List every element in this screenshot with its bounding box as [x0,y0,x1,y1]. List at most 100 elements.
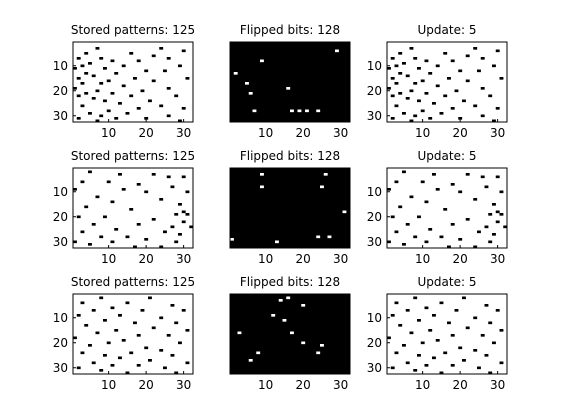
pixel-cell [432,102,436,105]
pixel-cell [80,82,85,85]
pixel-cell [95,47,100,50]
pixel-cell [114,72,119,75]
pixel-cell [136,364,141,367]
pixel-cell [447,321,451,325]
pixel-cell [136,59,141,63]
pixel-cell [301,304,306,307]
x-tick-label: 20 [138,252,153,266]
pixel-cell [99,82,104,85]
pixel-cell [402,243,406,246]
pixel-cell [73,87,77,90]
pixel-cell [166,87,171,90]
pixel-cell [110,200,115,204]
pixel-cell [394,230,399,234]
pixel-cell [118,173,122,176]
x-tick-label: 10 [415,378,430,392]
pixel-cell [181,210,186,214]
x-tick-label: 20 [295,378,310,392]
pixel-cell [465,54,470,58]
pixel-cell [159,316,164,320]
x-tick-label: 20 [452,252,467,266]
y-tick-label: 30 [367,361,382,375]
pixel-cell [402,112,406,115]
pixel-cell [118,356,122,360]
x-tick-label: 10 [101,252,116,266]
pixel-cell [73,336,77,340]
panel-background [230,168,350,248]
pixel-cell [301,341,306,345]
pixel-cell [271,314,276,317]
pixel-cell [473,245,478,249]
panel-title: Update: 5 [418,275,477,289]
pixel-cell [73,188,77,191]
pixel-cell [342,210,347,214]
pixel-cell [320,344,324,347]
pixel-cell [245,82,249,85]
y-tick-label: 10 [53,59,68,73]
panel-title: Flipped bits: 128 [240,23,340,37]
pixel-cell [417,319,421,322]
pixel-cell [181,175,186,179]
pixel-cell [458,346,463,350]
pixel-cell [484,354,489,357]
x-tick-label: 30 [176,252,191,266]
panel-background [73,42,193,122]
pixel-cell [99,296,104,300]
pixel-cell [316,351,321,355]
pixel-cell [484,185,489,189]
pixel-cell [144,238,149,241]
pixel-cell [413,57,418,60]
y-tick-label: 20 [367,84,382,98]
pixel-cell [84,92,89,95]
pixel-cell [133,321,137,325]
pixel-cell [84,324,89,327]
pixel-cell [174,213,179,216]
pixel-cell [178,64,182,68]
pixel-cell [174,321,179,325]
pixel-cell [185,329,190,332]
pixel-cell [413,296,418,300]
pixel-cell [409,331,414,335]
pixel-cell [144,117,149,120]
panel-background [73,294,193,374]
panel-8: Flipped bits: 128 10 20 30 [229,275,351,392]
pixel-cell [76,215,81,219]
pixel-cell [166,114,171,118]
pixel-cell [136,107,141,110]
pixel-cell [91,361,96,365]
pixel-cell [492,203,496,206]
pixel-cell [390,117,395,120]
pixel-cell [424,200,429,204]
pixel-cell [170,225,175,229]
pixel-cell [84,205,89,209]
pixel-cell [450,59,455,63]
pixel-cell [181,107,186,110]
pixel-cell [480,175,485,179]
pixel-cell [80,180,85,184]
pixel-cell [248,92,253,95]
pixel-cell [99,369,104,372]
pixel-cell [76,366,81,370]
x-tick-label: 10 [415,252,430,266]
x-tick-label: 10 [101,378,116,392]
pixel-cell [465,326,470,330]
pixel-cell [103,99,107,103]
panel-title: Flipped bits: 128 [240,149,340,163]
pixel-cell [495,220,500,224]
pixel-cell [417,99,421,103]
pixel-cell [248,359,253,362]
pixel-cell [424,240,429,244]
pixel-cell [185,361,190,365]
pixel-cell [443,351,448,355]
pixel-cell [136,223,141,226]
pixel-cell [424,364,429,367]
pixel-cell [106,341,111,345]
pixel-cell [477,230,481,234]
panel-title: Stored patterns: 125 [71,149,195,163]
y-tick-label: 30 [53,235,68,249]
pixel-cell [390,215,395,219]
pixel-cell [237,331,242,335]
pixel-cell [424,306,429,310]
pixel-cell [286,296,291,300]
pixel-cell [125,371,130,375]
